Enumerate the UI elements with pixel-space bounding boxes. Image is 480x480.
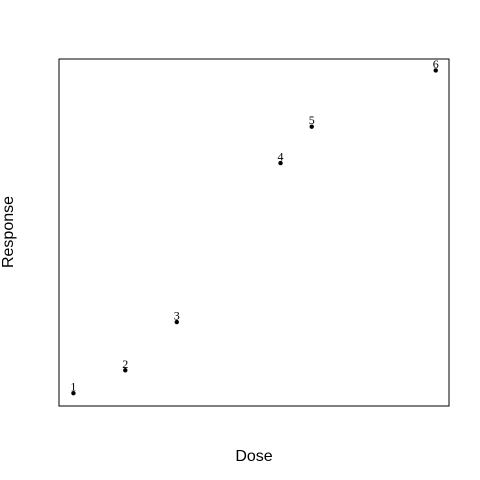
point-label-3: 3 [174,309,180,323]
data-point-5 [309,124,314,129]
plot-frame [58,58,450,407]
data-point-6 [433,68,438,73]
data-point-2 [123,368,128,373]
data-point-3 [174,319,179,325]
y-axis-title: Response [0,196,17,268]
data-points [71,68,438,396]
point-label-6: 6 [433,57,439,71]
point-label-5: 5 [309,113,315,127]
point-label-1: 1 [70,380,76,394]
point-label-4: 4 [278,150,284,164]
x-axis-title: Dose [235,448,272,465]
point-label-2: 2 [122,357,128,371]
data-point-4 [278,160,283,166]
point-labels: 1 2 3 4 5 6 [70,57,438,394]
data-point-1 [71,390,76,396]
